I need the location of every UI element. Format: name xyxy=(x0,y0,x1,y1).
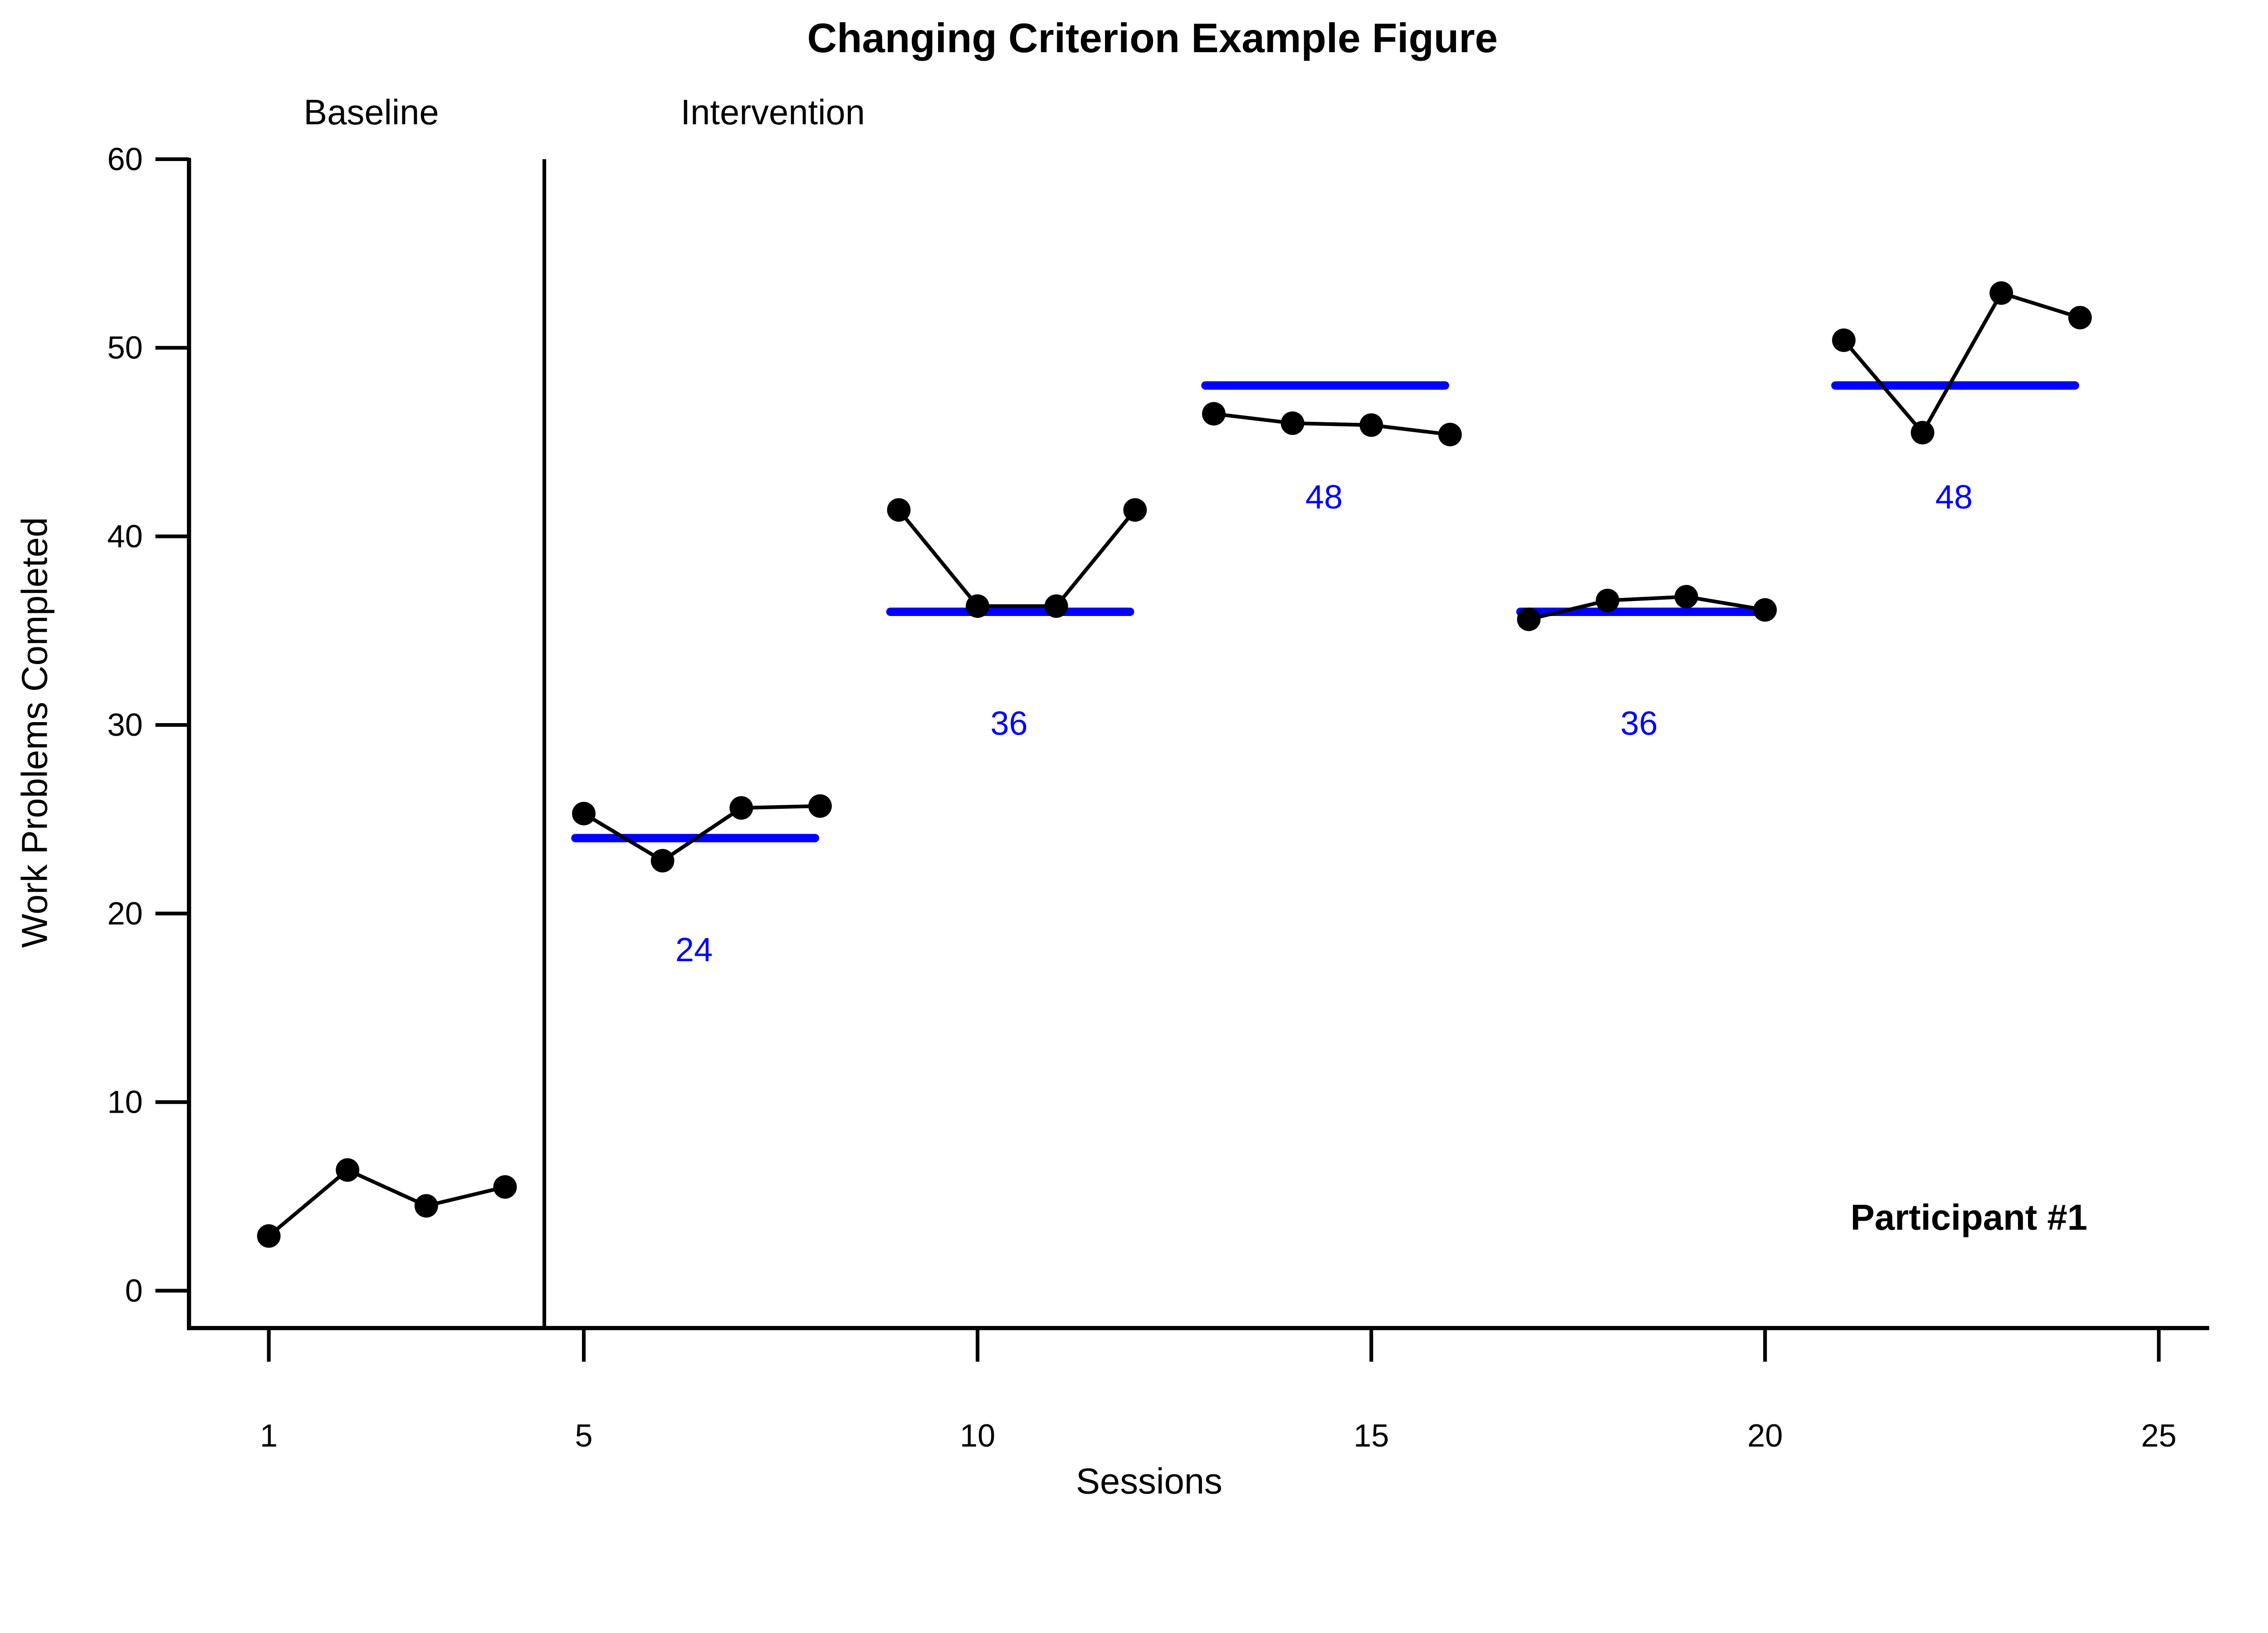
x-tick-label: 15 xyxy=(1354,1418,1389,1453)
x-tick-label: 1 xyxy=(260,1418,278,1453)
criterion-label-criterion-48: 48 xyxy=(1305,478,1343,516)
y-tick-label: 50 xyxy=(108,330,143,366)
x-tick-label: 20 xyxy=(1747,1418,1783,1453)
data-point-session-21 xyxy=(1832,328,1856,352)
y-axis-label: Work Problems Completed xyxy=(15,517,55,948)
y-tick-label: 40 xyxy=(108,518,143,554)
data-point-session-9 xyxy=(887,498,911,522)
criterion-lines: 24 36 48 36 48 xyxy=(571,381,2079,968)
data-point-session-2 xyxy=(336,1158,360,1182)
data-point-session-13 xyxy=(1202,402,1226,426)
data-point-session-20 xyxy=(1753,598,1777,622)
data-point-session-18 xyxy=(1596,588,1619,612)
y-tick-label: 0 xyxy=(125,1272,143,1308)
criterion-label-criterion-36: 36 xyxy=(990,704,1027,742)
y-tick-label: 10 xyxy=(108,1084,143,1120)
data-point-session-14 xyxy=(1281,411,1305,435)
x-tick-label: 10 xyxy=(960,1418,995,1453)
data-line-criterion-48 xyxy=(1213,412,1451,436)
data-point-session-12 xyxy=(1123,498,1147,522)
data-point-session-1 xyxy=(257,1224,281,1248)
data-point-session-3 xyxy=(414,1194,438,1218)
y-tick-label: 60 xyxy=(108,141,143,177)
data-point-session-5 xyxy=(572,802,596,826)
data-line-criterion-48-2 xyxy=(1842,291,2081,435)
data-line-criterion-36-2 xyxy=(1528,595,1765,621)
chart-title: Changing Criterion Example Figure xyxy=(807,15,1498,61)
data-line-baseline xyxy=(267,1168,506,1237)
data-point-session-19 xyxy=(1674,585,1698,609)
y-tick-label: 30 xyxy=(108,707,143,743)
criterion-label-criterion-48-2: 48 xyxy=(1936,478,1973,516)
data-point-session-7 xyxy=(729,796,753,820)
data-point-session-11 xyxy=(1044,594,1068,618)
x-tick-label: 25 xyxy=(2141,1418,2176,1453)
data-point-session-16 xyxy=(1438,422,1462,446)
phase-label-baseline: Baseline xyxy=(303,93,439,132)
data-point-session-23 xyxy=(1989,281,2013,305)
data-point-session-6 xyxy=(650,849,675,873)
data-point-session-8 xyxy=(808,794,832,818)
phase-label-intervention: Intervention xyxy=(681,93,865,132)
data-series xyxy=(257,281,2092,1248)
chart-canvas: Changing Criterion Example Figure Baseli… xyxy=(14,15,2209,1501)
data-point-session-10 xyxy=(966,594,990,618)
data-line-criterion-24 xyxy=(582,804,820,863)
data-point-session-17 xyxy=(1517,607,1541,631)
participant-annotation: Participant #1 xyxy=(1851,1197,2087,1237)
criterion-label-criterion-36-2: 36 xyxy=(1620,704,1657,742)
data-line-criterion-36 xyxy=(897,508,1137,608)
criterion-label-criterion-24: 24 xyxy=(675,931,713,968)
x-axis-label: Sessions xyxy=(1076,1461,1222,1501)
changing-criterion-figure: Changing Criterion Example Figure Baseli… xyxy=(14,15,2209,1501)
data-point-session-24 xyxy=(2068,306,2092,330)
y-tick-label: 20 xyxy=(108,895,143,931)
data-point-session-22 xyxy=(1911,420,1935,445)
data-point-session-4 xyxy=(493,1175,517,1199)
data-point-session-15 xyxy=(1359,413,1383,437)
x-tick-label: 5 xyxy=(575,1418,592,1453)
